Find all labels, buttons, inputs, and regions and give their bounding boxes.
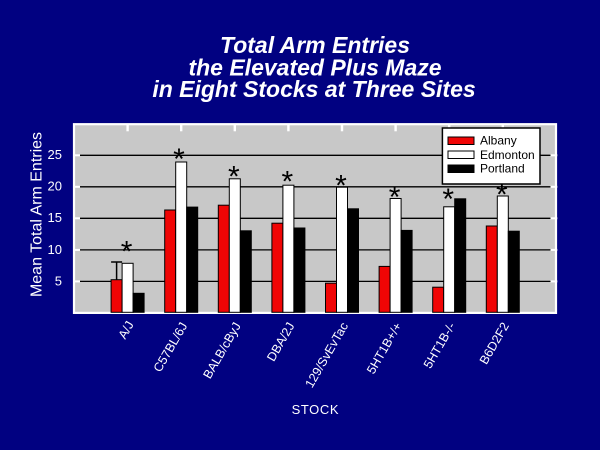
svg-text:*: * [496,178,508,211]
svg-text:*: * [335,170,347,203]
svg-text:*: * [282,166,294,199]
svg-text:25: 25 [48,147,62,162]
svg-text:*: * [121,236,133,269]
svg-text:Mean Total Arm Entries: Mean Total Arm Entries [29,132,46,297]
svg-text:Albany: Albany [480,133,517,147]
svg-text:10: 10 [48,242,62,257]
svg-text:the Elevated Plus Maze: the Elevated Plus Maze [188,55,441,81]
svg-text:*: * [389,181,401,214]
svg-text:*: * [442,183,454,216]
svg-text:Total Arm Entries: Total Arm Entries [220,32,410,58]
svg-text:15: 15 [48,210,62,225]
svg-text:*: * [228,161,240,194]
svg-text:*: * [173,143,185,176]
svg-text:Portland: Portland [480,162,525,176]
svg-text:20: 20 [48,179,62,194]
svg-text:in Eight Stocks at Three Sites: in Eight Stocks at Three Sites [152,76,475,102]
svg-text:STOCK: STOCK [292,402,340,417]
svg-text:Edmonton: Edmonton [480,148,535,162]
svg-text:5: 5 [55,273,62,288]
